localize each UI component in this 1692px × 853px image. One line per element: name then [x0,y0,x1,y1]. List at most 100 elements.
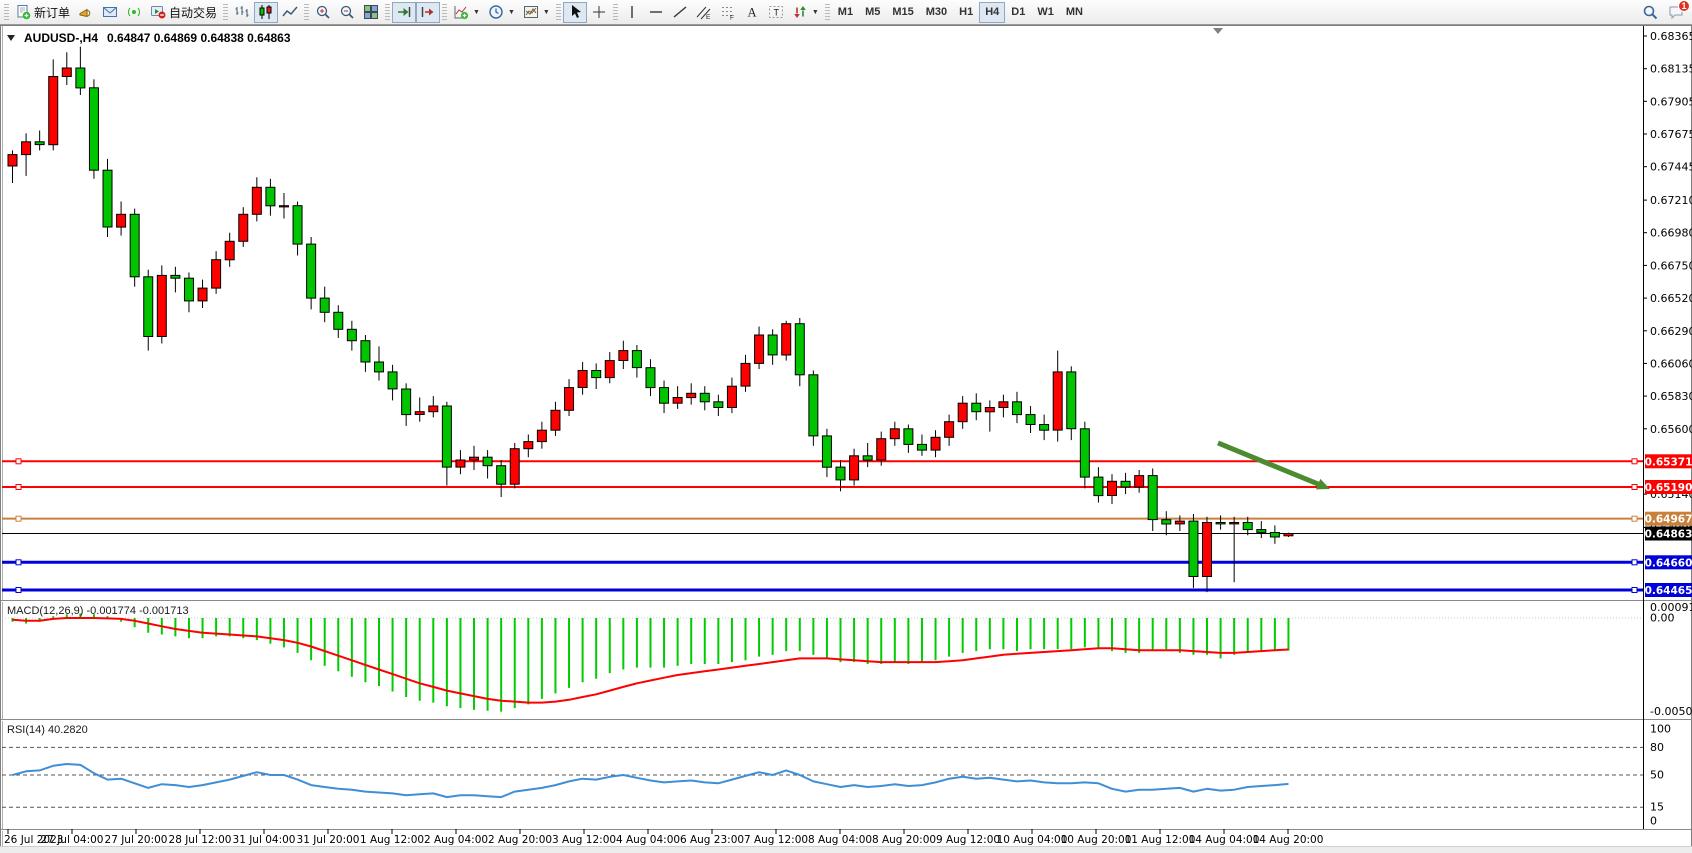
chevron-down-icon[interactable]: ▼ [507,8,515,16]
vline-icon [624,4,640,20]
svg-text:0.65371: 0.65371 [1645,456,1692,468]
svg-text:E: E [706,14,711,20]
channel-icon: E [696,4,712,20]
line-chart-button[interactable] [278,2,302,23]
candlestick-chart-button[interactable] [254,1,279,23]
svg-text:1 Aug 12:00: 1 Aug 12:00 [360,834,424,846]
chart-shift-button[interactable] [416,1,441,23]
chart-title: AUDUSD-,H4 0.64847 0.64869 0.64838 0.648… [7,31,291,45]
signals-button[interactable] [122,2,146,23]
timeframe-m15[interactable]: M15 [886,2,919,23]
svg-text:0.64660: 0.64660 [1645,557,1692,569]
label-t-icon: T [768,4,784,20]
svg-text:28 Jul 12:00: 28 Jul 12:00 [169,834,232,846]
timeframe-d1[interactable]: D1 [1005,2,1031,23]
svg-text:6 Aug 23:00: 6 Aug 23:00 [680,834,744,846]
crosshair-button[interactable] [587,2,611,23]
chevron-down-icon[interactable]: ▼ [473,8,480,16]
templates-button[interactable]: ▼ [519,2,554,23]
svg-text:15: 15 [1650,801,1664,814]
timeframe-mn[interactable]: MN [1060,2,1089,23]
svg-text:14 Aug 20:00: 14 Aug 20:00 [1253,834,1324,846]
channel-button[interactable]: E [692,2,716,23]
toolbar-group-6: E F A T ▼ [611,0,823,25]
svg-text:0.64967: 0.64967 [1645,514,1692,526]
timeframe-h4[interactable]: H4 [979,1,1006,23]
text-button[interactable]: A [740,2,764,23]
tile-windows-button[interactable] [359,2,383,23]
shapes-button[interactable]: ▼ [788,2,823,23]
text-label-button[interactable]: T [764,2,788,23]
timeframe-m5[interactable]: M5 [859,2,886,23]
candles-layer [7,46,1294,593]
ohlc-values: 0.64847 0.64869 0.64838 0.64863 [107,31,291,45]
autotrade-icon [150,4,166,20]
trendline-button[interactable] [668,2,692,23]
collapse-objects-icon[interactable] [7,35,15,41]
svg-text:0: 0 [1650,815,1657,828]
periods-button[interactable]: ▼ [484,2,519,23]
svg-text:80: 80 [1650,741,1664,754]
toolbar-group-7: M1 M5 M15 M30 H1 H4 D1 W1 MN [823,0,1089,25]
timeframe-h1[interactable]: H1 [953,2,979,23]
indicators-icon [453,4,469,20]
shift-icon [420,4,436,20]
svg-text:0.64465: 0.64465 [1645,585,1692,597]
alert-horn-button[interactable] [74,2,98,23]
svg-text:50: 50 [1650,769,1664,782]
toolbar-grip [442,4,448,20]
zoom-in-button[interactable] [311,2,335,23]
chevron-down-icon[interactable]: ▼ [811,8,819,16]
timeframe-w1[interactable]: W1 [1031,2,1060,23]
chart-shift-marker[interactable] [1213,28,1223,34]
svg-text:0.000913: 0.000913 [1650,601,1692,614]
cursor-button[interactable] [562,1,587,23]
timeframe-m1[interactable]: M1 [832,2,859,23]
svg-text:26 Jul 2023: 26 Jul 2023 [4,834,63,846]
chevron-down-icon[interactable]: ▼ [542,8,550,16]
mail-icon [102,4,118,20]
indicators-button[interactable]: ▼ [449,2,484,23]
auto-trading-button[interactable]: 自动交易 [146,2,221,23]
new-order-button-label: 新订单 [34,5,71,20]
svg-text:T: T [773,8,779,18]
notifications-button[interactable]: 1 [1666,0,1690,22]
bar-chart-button[interactable] [230,2,254,23]
zoom-out-icon [339,4,355,20]
hline-icon [648,4,664,20]
rsi-indicator-label: RSI(14) 40.2820 [7,724,88,736]
toolbar-group-2 [302,0,383,25]
bars-icon [234,4,250,20]
svg-text:0.67905: 0.67905 [1650,95,1692,108]
fibonacci-button[interactable]: F [716,2,740,23]
svg-text:31 Jul 04:00: 31 Jul 04:00 [233,834,296,846]
horizontal-lines-layer[interactable] [2,458,1643,593]
svg-text:0.67445: 0.67445 [1650,161,1692,174]
svg-text:8 Aug 20:00: 8 Aug 20:00 [872,834,936,846]
toolbar-grip [4,4,9,20]
toolbar-grip [555,4,561,20]
toolbar-group-0: 新订单 自动交易 [2,0,221,25]
toolbar-grip [385,4,391,20]
svg-text:0.67210: 0.67210 [1650,194,1692,207]
timeframe-m30[interactable]: M30 [920,2,953,23]
vertical-line-button[interactable] [620,2,644,23]
new-order-button[interactable]: 新订单 [11,2,74,23]
toolbar-grip [223,4,229,20]
svg-text:27 Jul 04:00: 27 Jul 04:00 [41,834,104,846]
zoom-out-button[interactable] [335,2,359,23]
toolbar-group-3 [383,0,441,25]
horizontal-line-button[interactable] [644,2,668,23]
svg-text:0.66060: 0.66060 [1650,357,1692,370]
svg-text:10 Aug 20:00: 10 Aug 20:00 [1061,834,1132,846]
svg-text:14 Aug 04:00: 14 Aug 04:00 [1189,834,1260,846]
trend-arrow-annotation[interactable] [1217,440,1330,490]
search-button[interactable] [1640,2,1660,22]
mailbox-button[interactable] [98,2,122,23]
horn-icon [78,4,94,20]
price-axis[interactable]: 0.68365 0.68135 0.67905 0.67675 0.67445 0.672… [1643,30,1692,828]
auto-scroll-button[interactable] [392,1,417,23]
